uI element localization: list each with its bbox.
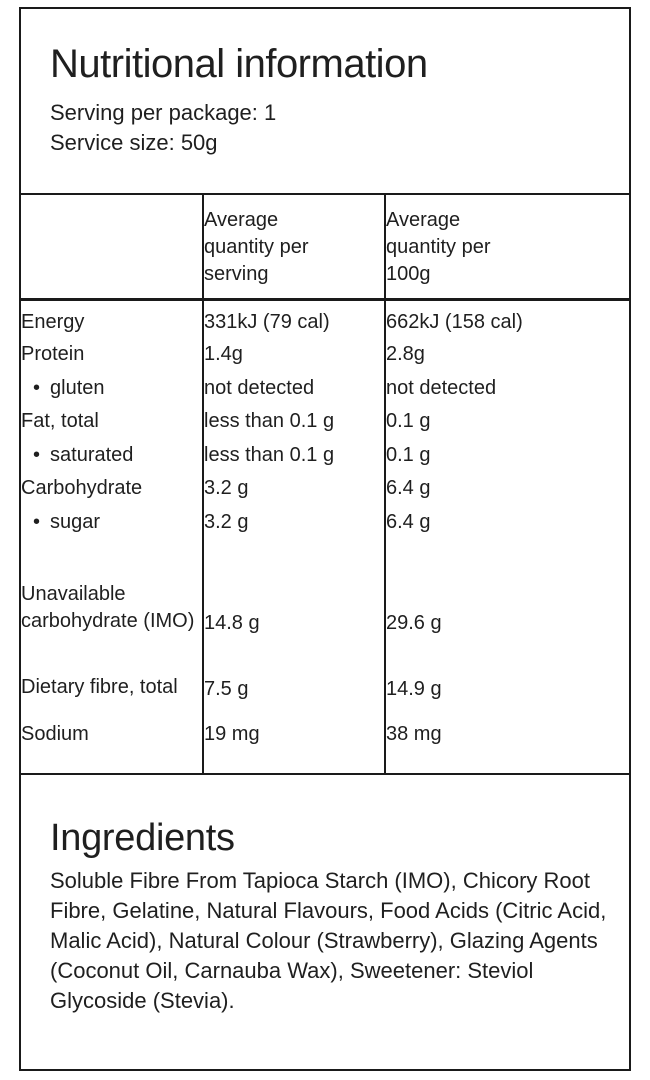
table-spacer-row	[21, 754, 629, 774]
value-per-100g: not detected	[384, 371, 629, 405]
table-row-energy: Energy 331kJ (79 cal) 662kJ (158 cal)	[21, 299, 629, 338]
value-per-100g: 38 mg	[384, 706, 629, 754]
table-row-protein: Protein 1.4g 2.8g	[21, 338, 629, 371]
value-per-serving: 7.5 g	[202, 639, 385, 706]
ingredients-title: Ingredients	[50, 817, 235, 859]
value-per-100g: 2.8g	[384, 338, 629, 371]
table-header-row: Average quantity per serving Average qua…	[21, 194, 629, 301]
nutrient-label: gluten	[21, 371, 203, 405]
value-per-100g: 662kJ (158 cal)	[384, 299, 629, 338]
serving-size-text: Service size: 50g	[50, 130, 218, 155]
nutrition-label-panel: Nutritional information Serving per pack…	[19, 7, 631, 1071]
bullet-icon	[33, 442, 40, 469]
nutrient-label: sugar	[21, 505, 203, 539]
nutrient-label: Carbohydrate	[21, 477, 143, 499]
nutrient-label: Dietary fibre, total	[21, 676, 178, 698]
bullet-icon	[33, 509, 40, 536]
value-per-100g: 6.4 g	[384, 472, 629, 505]
table-row-sodium: Sodium 19 mg 38 mg	[21, 706, 629, 754]
value-per-serving: not detected	[202, 371, 385, 405]
value-per-100g: 29.6 g	[384, 539, 629, 639]
panel-intro: Nutritional information Serving per pack…	[21, 9, 629, 158]
bullet-icon	[33, 375, 40, 402]
value-per-100g: 0.1 g	[384, 405, 629, 438]
nutrient-label: Unavailable carbohydrate (IMO)	[21, 583, 195, 632]
value-per-100g: 6.4 g	[384, 505, 629, 539]
value-per-serving: 3.2 g	[202, 505, 385, 539]
nutrient-label: saturated	[21, 438, 203, 472]
panel-title: Nutritional information	[50, 42, 428, 86]
table-row-unavailable-carbohydrate: Unavailable carbohydrate (IMO) 14.8 g 29…	[21, 539, 629, 639]
table-row-sugar: sugar 3.2 g 6.4 g	[21, 505, 629, 539]
serving-per-package-text: Serving per package: 1	[50, 100, 277, 125]
per-serving-column-header: Average quantity per serving	[202, 194, 385, 301]
nutrient-column-header	[21, 194, 203, 301]
ingredients-text: Soluble Fibre From Tapioca Starch (IMO),…	[50, 868, 607, 1013]
value-per-serving: 331kJ (79 cal)	[202, 299, 385, 338]
value-per-serving: 14.8 g	[202, 539, 385, 639]
table-row-fat-total: Fat, total less than 0.1 g 0.1 g	[21, 405, 629, 438]
value-per-100g: 14.9 g	[384, 639, 629, 706]
nutrition-table: Average quantity per serving Average qua…	[21, 193, 629, 775]
nutrient-label: Sodium	[21, 722, 89, 745]
nutrient-label: Fat, total	[21, 410, 99, 432]
value-per-serving: 3.2 g	[202, 472, 385, 505]
nutrient-label: Energy	[21, 310, 85, 333]
value-per-serving: less than 0.1 g	[202, 405, 385, 438]
table-row-carbohydrate: Carbohydrate 3.2 g 6.4 g	[21, 472, 629, 505]
value-per-serving: 1.4g	[202, 338, 385, 371]
value-per-100g: 0.1 g	[384, 438, 629, 472]
ingredients-section: Ingredients Soluble Fibre From Tapioca S…	[21, 775, 629, 1016]
value-per-serving: less than 0.1 g	[202, 438, 385, 472]
table-row-dietary-fibre: Dietary fibre, total 7.5 g 14.9 g	[21, 639, 629, 706]
table-row-gluten: gluten not detected not detected	[21, 371, 629, 405]
table-row-saturated: saturated less than 0.1 g 0.1 g	[21, 438, 629, 472]
nutrient-label: Protein	[21, 343, 85, 365]
per-100g-column-header: Average quantity per 100g	[384, 194, 629, 301]
value-per-serving: 19 mg	[202, 706, 385, 754]
